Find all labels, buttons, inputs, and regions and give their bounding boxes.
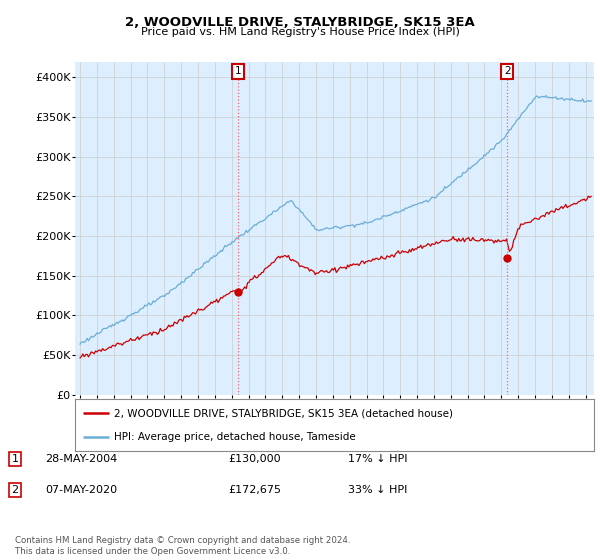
Text: HPI: Average price, detached house, Tameside: HPI: Average price, detached house, Tame… <box>114 432 356 442</box>
Text: 17% ↓ HPI: 17% ↓ HPI <box>348 454 407 464</box>
Text: £130,000: £130,000 <box>228 454 281 464</box>
Text: 2, WOODVILLE DRIVE, STALYBRIDGE, SK15 3EA: 2, WOODVILLE DRIVE, STALYBRIDGE, SK15 3E… <box>125 16 475 29</box>
Text: Price paid vs. HM Land Registry's House Price Index (HPI): Price paid vs. HM Land Registry's House … <box>140 27 460 37</box>
Text: 07-MAY-2020: 07-MAY-2020 <box>45 485 117 495</box>
Text: £172,675: £172,675 <box>228 485 281 495</box>
Text: 33% ↓ HPI: 33% ↓ HPI <box>348 485 407 495</box>
Text: Contains HM Land Registry data © Crown copyright and database right 2024.
This d: Contains HM Land Registry data © Crown c… <box>15 536 350 556</box>
Text: 2: 2 <box>11 485 19 495</box>
Text: 2: 2 <box>504 66 511 76</box>
Text: 28-MAY-2004: 28-MAY-2004 <box>45 454 117 464</box>
Text: 2, WOODVILLE DRIVE, STALYBRIDGE, SK15 3EA (detached house): 2, WOODVILLE DRIVE, STALYBRIDGE, SK15 3E… <box>114 408 453 418</box>
Text: 1: 1 <box>235 66 241 76</box>
Text: 1: 1 <box>11 454 19 464</box>
